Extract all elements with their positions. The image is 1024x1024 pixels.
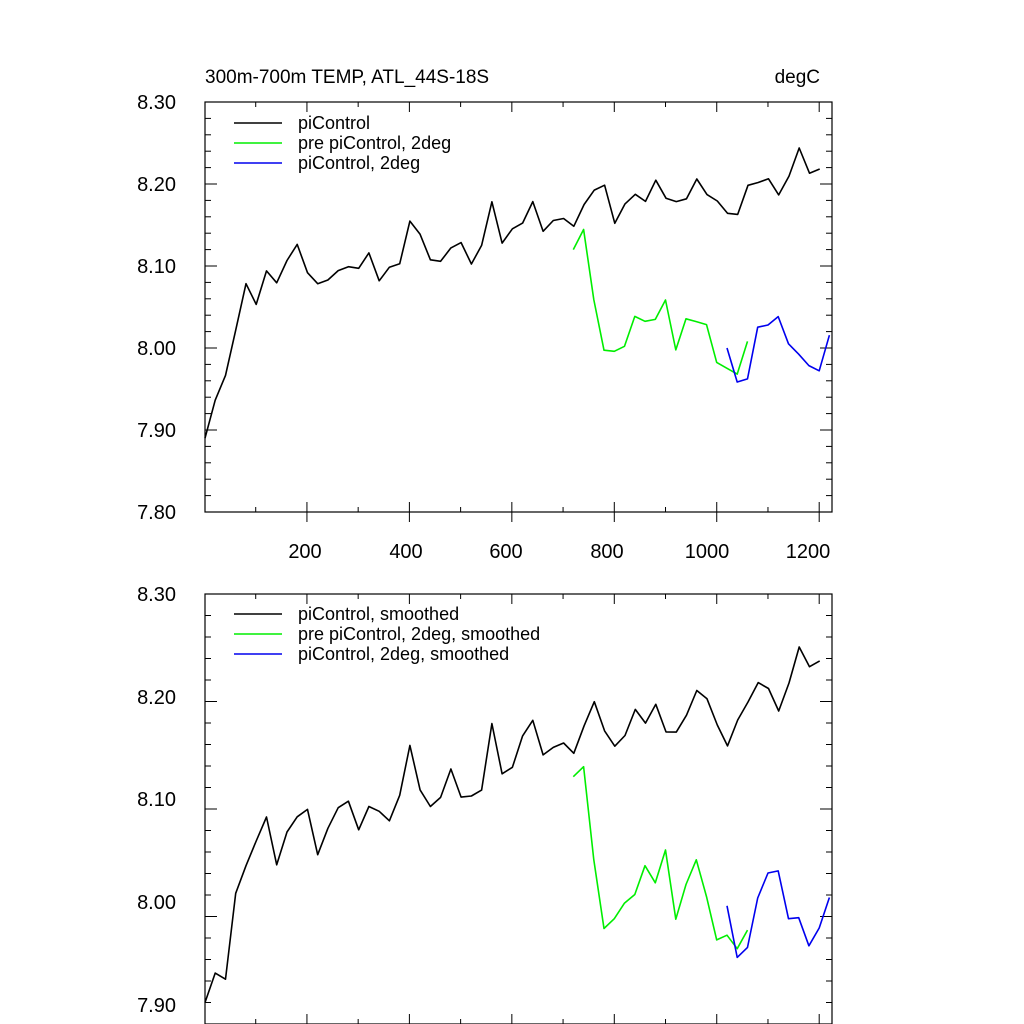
x-tick-label: 200: [288, 541, 321, 563]
top-panel-frame: [204, 101, 833, 513]
y-tick-label: 8.30: [137, 584, 176, 606]
y-tick-label: 8.00: [137, 892, 176, 914]
x-tick-label: 600: [489, 541, 522, 563]
y-tick-label: 8.10: [137, 256, 176, 278]
bottom-panel-frame: [204, 593, 833, 1024]
legend-label-picontrol-2deg: piControl, 2deg: [298, 153, 420, 173]
y-tick-label: 8.00: [137, 338, 176, 360]
y-tick-label: 8.20: [137, 174, 176, 196]
x-tick-label: 1000: [685, 541, 730, 563]
legend-label-picontrol-2deg-smoothed: piControl, 2deg, smoothed: [298, 644, 509, 664]
top-panel-y-tick-labels: 8.30 8.20 8.10 8.00 7.90 7.80: [137, 92, 176, 524]
y-tick-label: 7.90: [137, 995, 176, 1017]
top-panel-units: degC: [775, 67, 820, 88]
y-tick-label: 8.30: [137, 92, 176, 114]
x-tick-label: 400: [389, 541, 422, 563]
series-line-picontrol-2deg: [726, 315, 831, 383]
y-tick-label: 7.80: [137, 502, 176, 524]
legend-label-pre-picontrol-2deg: pre piControl, 2deg: [298, 133, 451, 153]
y-tick-label: 8.10: [137, 789, 176, 811]
x-tick-label: 800: [590, 541, 623, 563]
top-panel-title: 300m-700m TEMP, ATL_44S-18S: [205, 67, 489, 88]
top-panel: 300m-700m TEMP, ATL_44S-18S degC 8.30 8.…: [137, 67, 833, 563]
top-panel-x-tick-labels: 200 400 600 800 1000 1200: [288, 541, 830, 563]
bottom-panel: 8.30 8.20 8.10 8.00 7.90 piControl, smoo…: [137, 584, 833, 1024]
bottom-panel-series: [204, 646, 831, 1003]
top-panel-series: [204, 147, 831, 439]
series-line-picontrol-2deg-smoothed: [726, 870, 831, 959]
y-tick-label: 8.20: [137, 687, 176, 709]
series-line-pre-picontrol-2deg: [572, 228, 749, 375]
y-tick-label: 7.90: [137, 420, 176, 442]
bottom-panel-legend: piControl, smoothed pre piControl, 2deg,…: [234, 604, 540, 664]
series-line-picontrol: [204, 147, 821, 439]
top-panel-legend: piControl pre piControl, 2deg piControl,…: [234, 113, 451, 173]
legend-label-picontrol: piControl: [298, 113, 370, 133]
series-line-picontrol-smoothed: [204, 646, 821, 1003]
bottom-panel-ticks: [205, 593, 832, 1024]
legend-label-picontrol-smoothed: piControl, smoothed: [298, 604, 459, 624]
legend-label-pre-picontrol-2deg-smoothed: pre piControl, 2deg, smoothed: [298, 624, 540, 644]
x-tick-label: 1200: [786, 541, 831, 563]
bottom-panel-y-tick-labels: 8.30 8.20 8.10 8.00 7.90: [137, 584, 176, 1017]
series-line-pre-picontrol-2deg-smoothed: [572, 765, 749, 950]
